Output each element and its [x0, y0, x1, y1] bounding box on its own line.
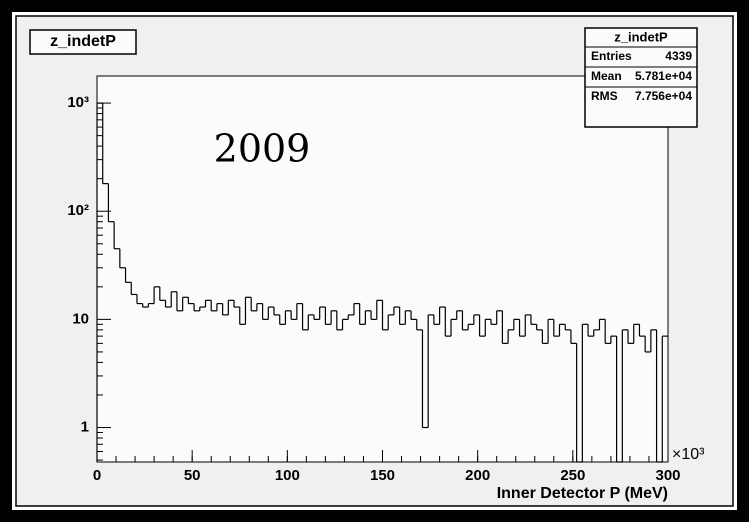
x-tick-label: 150 — [370, 467, 395, 484]
y-tick-label: 10³ — [67, 94, 89, 111]
stats-value: 7.756e+04 — [635, 89, 692, 103]
stats-label: Entries — [591, 49, 632, 63]
y-tick-label: 10² — [67, 202, 89, 219]
x-tick-label: 200 — [465, 467, 490, 484]
stats-label: RMS — [591, 89, 618, 103]
x-tick-label: 300 — [655, 467, 680, 484]
x-multiplier: ×10³ — [672, 446, 705, 463]
stats-box: z_indetP Entries 4339 Mean 5.781e+04 RMS 7.75… — [584, 27, 698, 128]
x-tick-label: 0 — [93, 467, 101, 484]
chart-title: z_indetP — [50, 33, 116, 50]
title-box — [29, 29, 137, 55]
x-tick-label: 50 — [184, 467, 201, 484]
x-tick-label: 250 — [560, 467, 585, 484]
annotation: 2009 — [214, 127, 311, 171]
stats-frame — [584, 27, 698, 128]
plot-frame — [96, 75, 669, 463]
y-tick-label: 1 — [81, 418, 89, 435]
x-axis-label: Inner Detector P (MeV) — [497, 485, 668, 502]
stats-title: z_indetP — [614, 29, 668, 44]
plot: 0 50 100 150 200 250 300 1 10 10² 10³ — [67, 94, 680, 484]
stats-value: 5.781e+04 — [635, 69, 692, 83]
stats-value: 4339 — [665, 49, 692, 63]
y-tick-label: 10 — [72, 310, 89, 327]
x-tick-label: 100 — [275, 467, 300, 484]
stats-label: Mean — [591, 69, 622, 83]
